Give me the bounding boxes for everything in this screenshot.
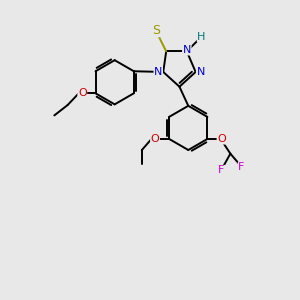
Text: S: S (152, 24, 160, 37)
Text: F: F (218, 166, 225, 176)
Text: O: O (217, 134, 226, 144)
Text: H: H (197, 32, 206, 42)
Text: O: O (78, 88, 87, 98)
Text: N: N (154, 67, 162, 77)
Text: F: F (238, 162, 245, 172)
Text: N: N (183, 45, 191, 55)
Text: O: O (151, 134, 159, 144)
Text: N: N (196, 67, 205, 77)
